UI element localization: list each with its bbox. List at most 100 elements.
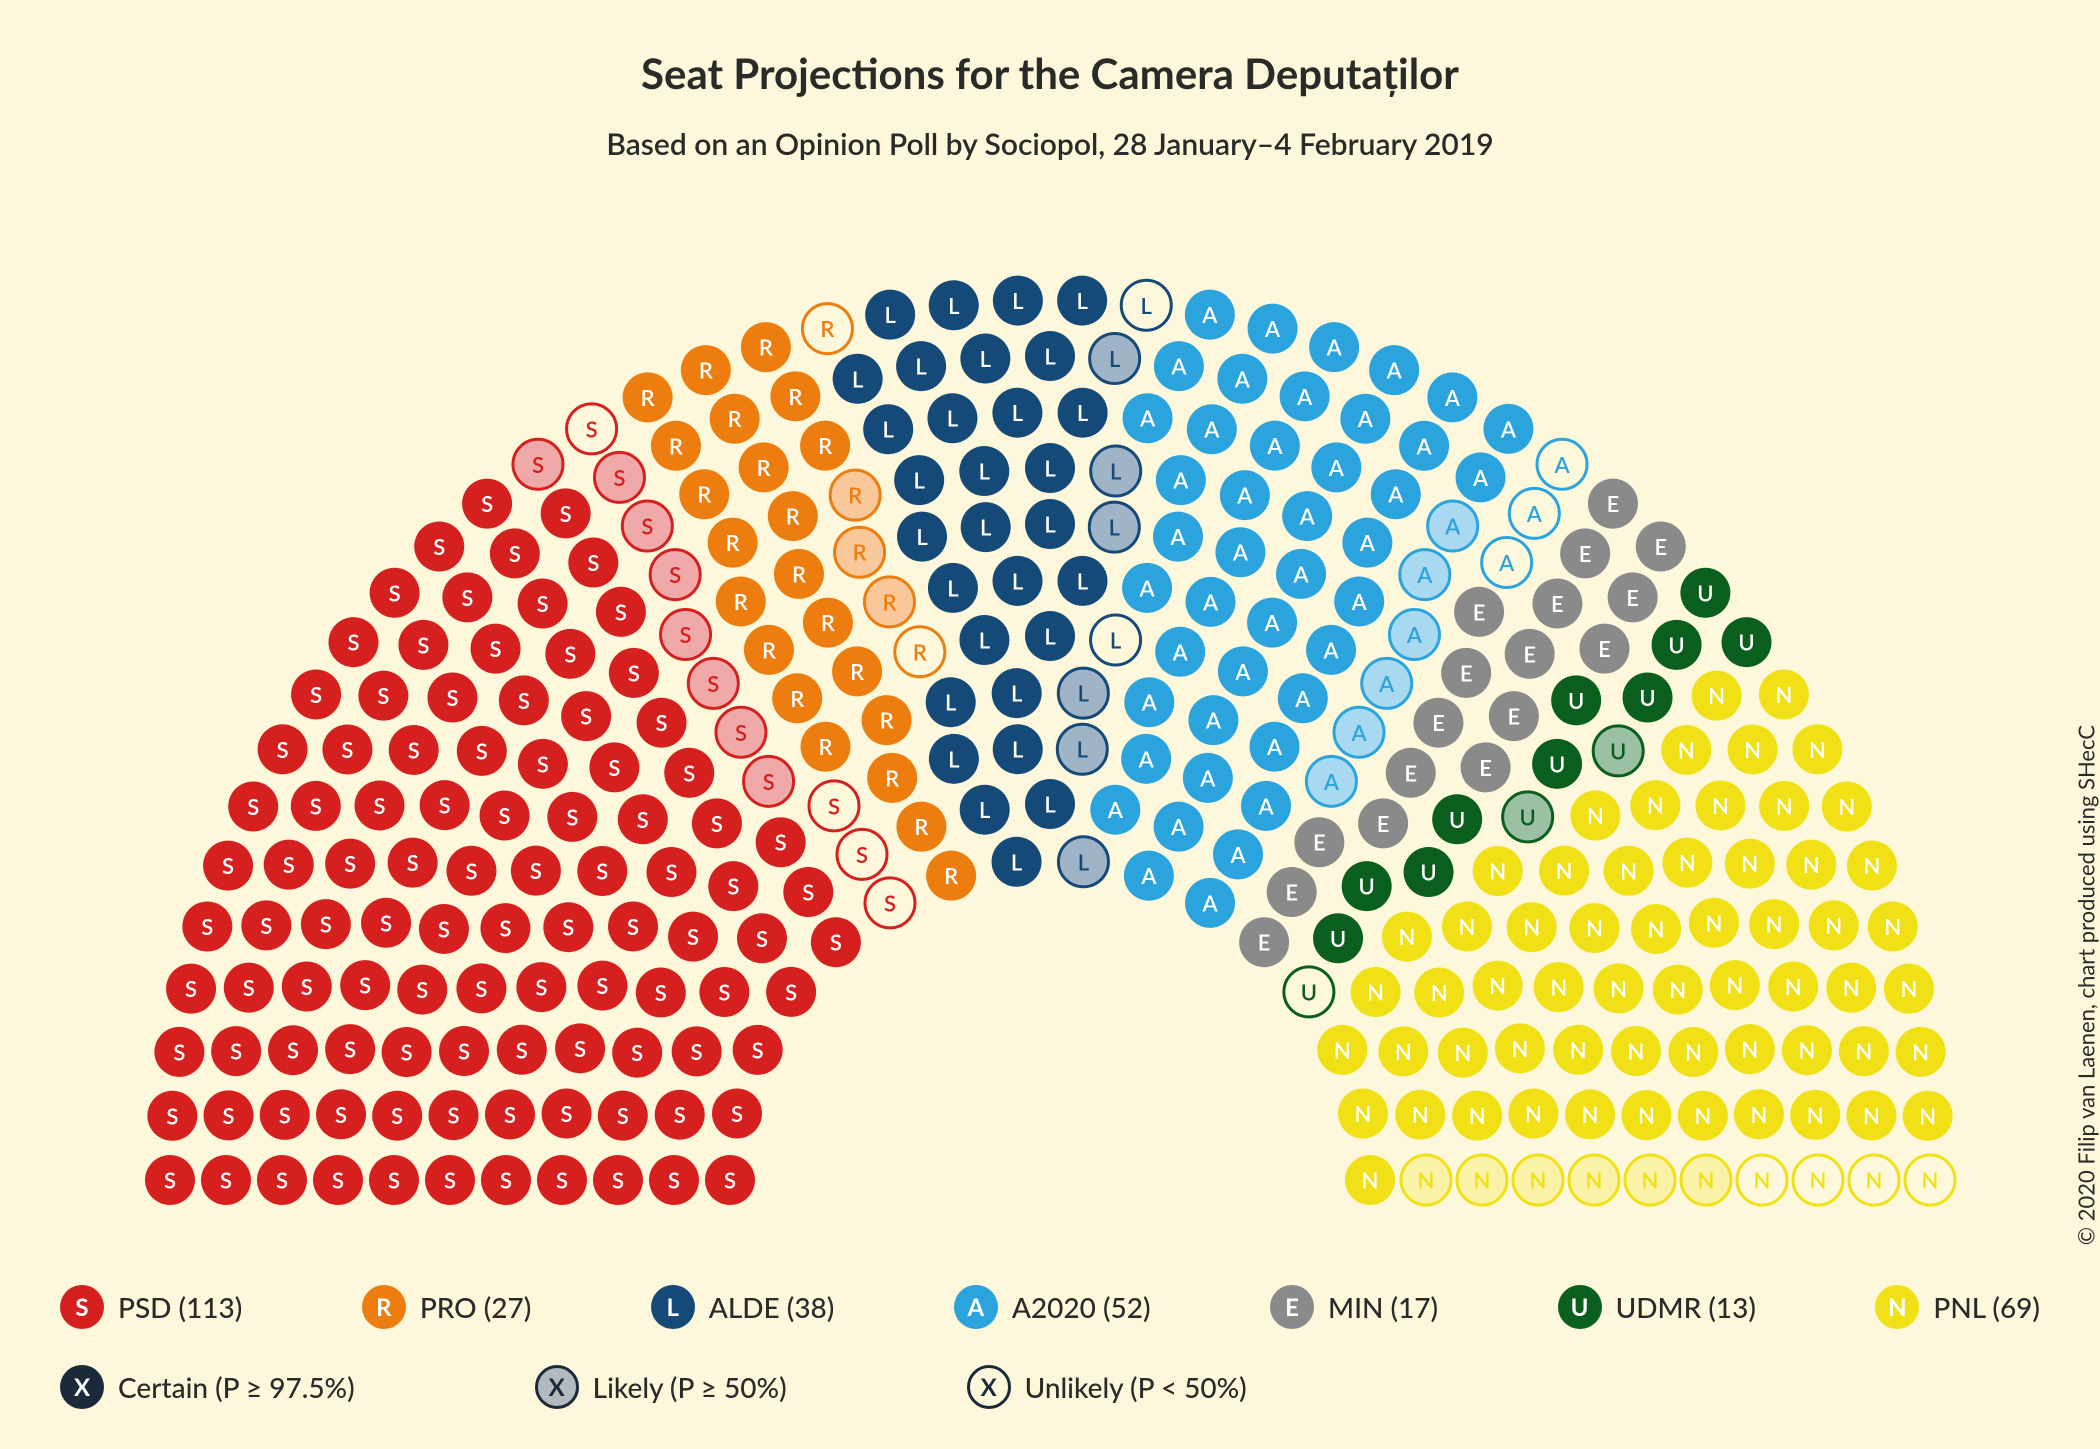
svg-text:E: E: [1313, 829, 1326, 856]
seat: R: [770, 371, 820, 421]
seat: S: [516, 962, 566, 1012]
seat: A: [1250, 421, 1300, 471]
svg-text:S: S: [608, 754, 620, 781]
svg-text:N: N: [1751, 1101, 1768, 1128]
svg-text:S: S: [518, 687, 530, 714]
svg-text:N: N: [1418, 1167, 1435, 1194]
svg-text:L: L: [948, 745, 960, 772]
seat: N: [1792, 724, 1842, 774]
svg-text:S: S: [388, 1167, 400, 1194]
svg-text:L: L: [1077, 736, 1089, 763]
svg-text:S: S: [763, 768, 775, 795]
hemicycle-chart: SSSSSSSSSSSSSSSSSSSSSSSSSSSSSSSSSSSSSSSS…: [0, 0, 2100, 1449]
seat: N: [1534, 962, 1584, 1012]
seat: L: [1057, 276, 1107, 326]
seat: S: [612, 1028, 662, 1078]
seat: N: [1737, 1155, 1787, 1205]
svg-text:S: S: [222, 852, 234, 879]
svg-text:L: L: [980, 345, 992, 372]
svg-text:N: N: [1642, 1167, 1659, 1194]
seat: L: [960, 334, 1010, 384]
svg-text:S: S: [724, 1167, 736, 1194]
svg-text:A: A: [1139, 574, 1156, 601]
seat: L: [993, 556, 1043, 606]
svg-text:N: N: [1863, 1102, 1880, 1129]
seat: S: [291, 669, 341, 719]
seat: S: [712, 1088, 762, 1138]
svg-text:S: S: [596, 972, 608, 999]
seat: S: [480, 903, 530, 953]
seat: L: [992, 837, 1042, 887]
seat: N: [1661, 725, 1711, 775]
seat: S: [361, 898, 411, 948]
seat: S: [268, 1025, 318, 1075]
svg-text:N: N: [1570, 1036, 1587, 1063]
seat: A: [1153, 512, 1203, 562]
seat: A: [1213, 829, 1263, 879]
svg-text:S: S: [830, 929, 842, 956]
svg-text:L: L: [1012, 736, 1024, 763]
seat: A: [1250, 722, 1300, 772]
svg-text:A: A: [1294, 685, 1311, 712]
seat: A: [1427, 372, 1477, 422]
legend-swatch: A: [954, 1285, 998, 1329]
seat: S: [646, 847, 696, 897]
seat: U: [1284, 967, 1334, 1017]
svg-text:S: S: [752, 1036, 764, 1063]
svg-text:N: N: [1367, 979, 1384, 1006]
legend-swatch: X: [535, 1365, 579, 1409]
svg-text:S: S: [680, 621, 692, 648]
svg-text:E: E: [1404, 759, 1417, 786]
svg-text:L: L: [947, 574, 959, 601]
svg-text:S: S: [537, 750, 549, 777]
seat: U: [1404, 847, 1454, 897]
svg-text:R: R: [699, 357, 713, 384]
svg-text:S: S: [530, 857, 542, 884]
svg-text:E: E: [1377, 810, 1390, 837]
seat: R: [926, 851, 976, 901]
seat: N: [1681, 1155, 1731, 1205]
seat: L: [896, 341, 946, 391]
svg-text:S: S: [707, 670, 719, 697]
svg-text:R: R: [788, 383, 802, 410]
svg-text:L: L: [1011, 848, 1023, 875]
seat: N: [1630, 780, 1680, 830]
svg-text:S: S: [537, 590, 549, 617]
seat: R: [800, 421, 850, 471]
seat: S: [316, 1089, 366, 1139]
svg-text:S: S: [828, 792, 840, 819]
seat: L: [894, 455, 944, 505]
seat: N: [1728, 724, 1778, 774]
seat: A: [1188, 695, 1238, 745]
seat: S: [325, 839, 375, 889]
seat: E: [1461, 742, 1511, 792]
legend-item-min: EMIN (17): [1270, 1285, 1438, 1329]
seat: S: [655, 1090, 705, 1140]
seat: E: [1588, 479, 1638, 529]
seat: S: [737, 913, 787, 963]
svg-text:R: R: [885, 764, 899, 791]
seat: N: [1382, 912, 1432, 962]
svg-text:N: N: [1712, 792, 1729, 819]
seat: S: [837, 829, 887, 879]
seat: N: [1793, 1155, 1843, 1205]
seat: S: [692, 798, 742, 848]
svg-text:E: E: [1285, 878, 1298, 905]
svg-text:A: A: [1138, 745, 1155, 772]
seat: S: [664, 748, 714, 798]
seat: A: [1123, 393, 1173, 443]
legend-parties: SPSD (113)RPRO (27)LALDE (38)AA2020 (52)…: [60, 1285, 2040, 1329]
seat: S: [596, 587, 646, 637]
seat: S: [369, 1155, 419, 1205]
seat: N: [1621, 1090, 1671, 1140]
seat: A: [1369, 345, 1419, 395]
svg-text:A: A: [1350, 719, 1367, 746]
svg-text:L: L: [980, 514, 992, 541]
svg-text:L: L: [979, 796, 991, 823]
seat: E: [1636, 521, 1686, 571]
svg-text:N: N: [1489, 972, 1506, 999]
svg-text:S: S: [574, 1035, 586, 1062]
svg-text:A: A: [1326, 334, 1343, 361]
svg-text:S: S: [448, 1102, 460, 1129]
seat: S: [650, 550, 700, 600]
